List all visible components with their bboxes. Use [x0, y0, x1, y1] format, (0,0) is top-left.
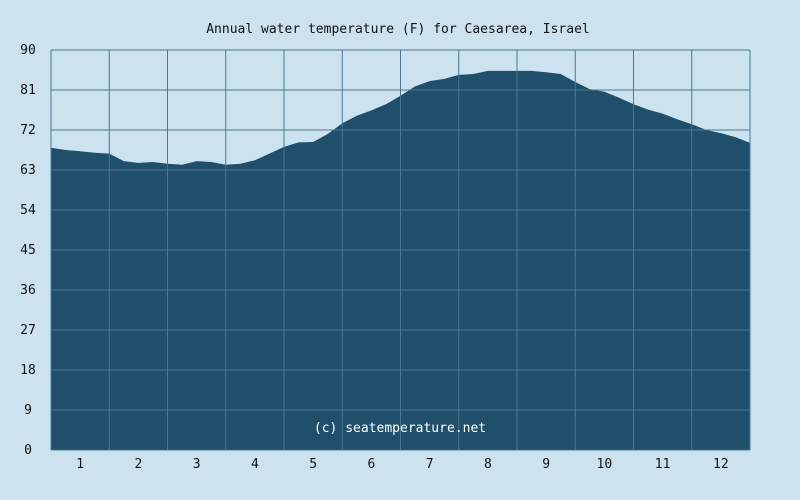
x-tick-label: 6 — [367, 457, 375, 472]
y-tick-label: 54 — [20, 203, 36, 218]
y-tick-label: 81 — [20, 83, 36, 98]
y-tick-label: 90 — [20, 43, 36, 58]
chart-title: Annual water temperature (F) for Caesare… — [206, 22, 590, 37]
y-tick-label: 63 — [20, 163, 36, 178]
x-tick-label: 9 — [542, 457, 550, 472]
grid-lines — [50, 49, 751, 451]
x-axis: 1 2 3 4 5 6 7 8 9 10 11 12 — [76, 457, 728, 472]
y-axis: 0 9 18 27 36 45 54 63 72 81 90 — [20, 43, 36, 458]
x-tick-label: 7 — [426, 457, 434, 472]
y-tick-label: 27 — [20, 323, 36, 338]
y-tick-label: 18 — [20, 363, 36, 378]
x-tick-label: 4 — [251, 457, 259, 472]
y-tick-label: 0 — [24, 443, 32, 458]
x-tick-label: 1 — [76, 457, 84, 472]
watermark-text: (c) seatemperature.net — [314, 421, 486, 436]
y-tick-label: 36 — [20, 283, 36, 298]
x-tick-label: 12 — [713, 457, 729, 472]
x-tick-label: 3 — [193, 457, 201, 472]
x-tick-label: 11 — [655, 457, 671, 472]
y-tick-label: 72 — [20, 123, 36, 138]
y-tick-label: 9 — [24, 403, 32, 418]
x-tick-label: 5 — [309, 457, 317, 472]
x-tick-label: 8 — [484, 457, 492, 472]
x-tick-label: 10 — [597, 457, 613, 472]
x-tick-label: 2 — [134, 457, 142, 472]
y-tick-label: 45 — [20, 243, 36, 258]
